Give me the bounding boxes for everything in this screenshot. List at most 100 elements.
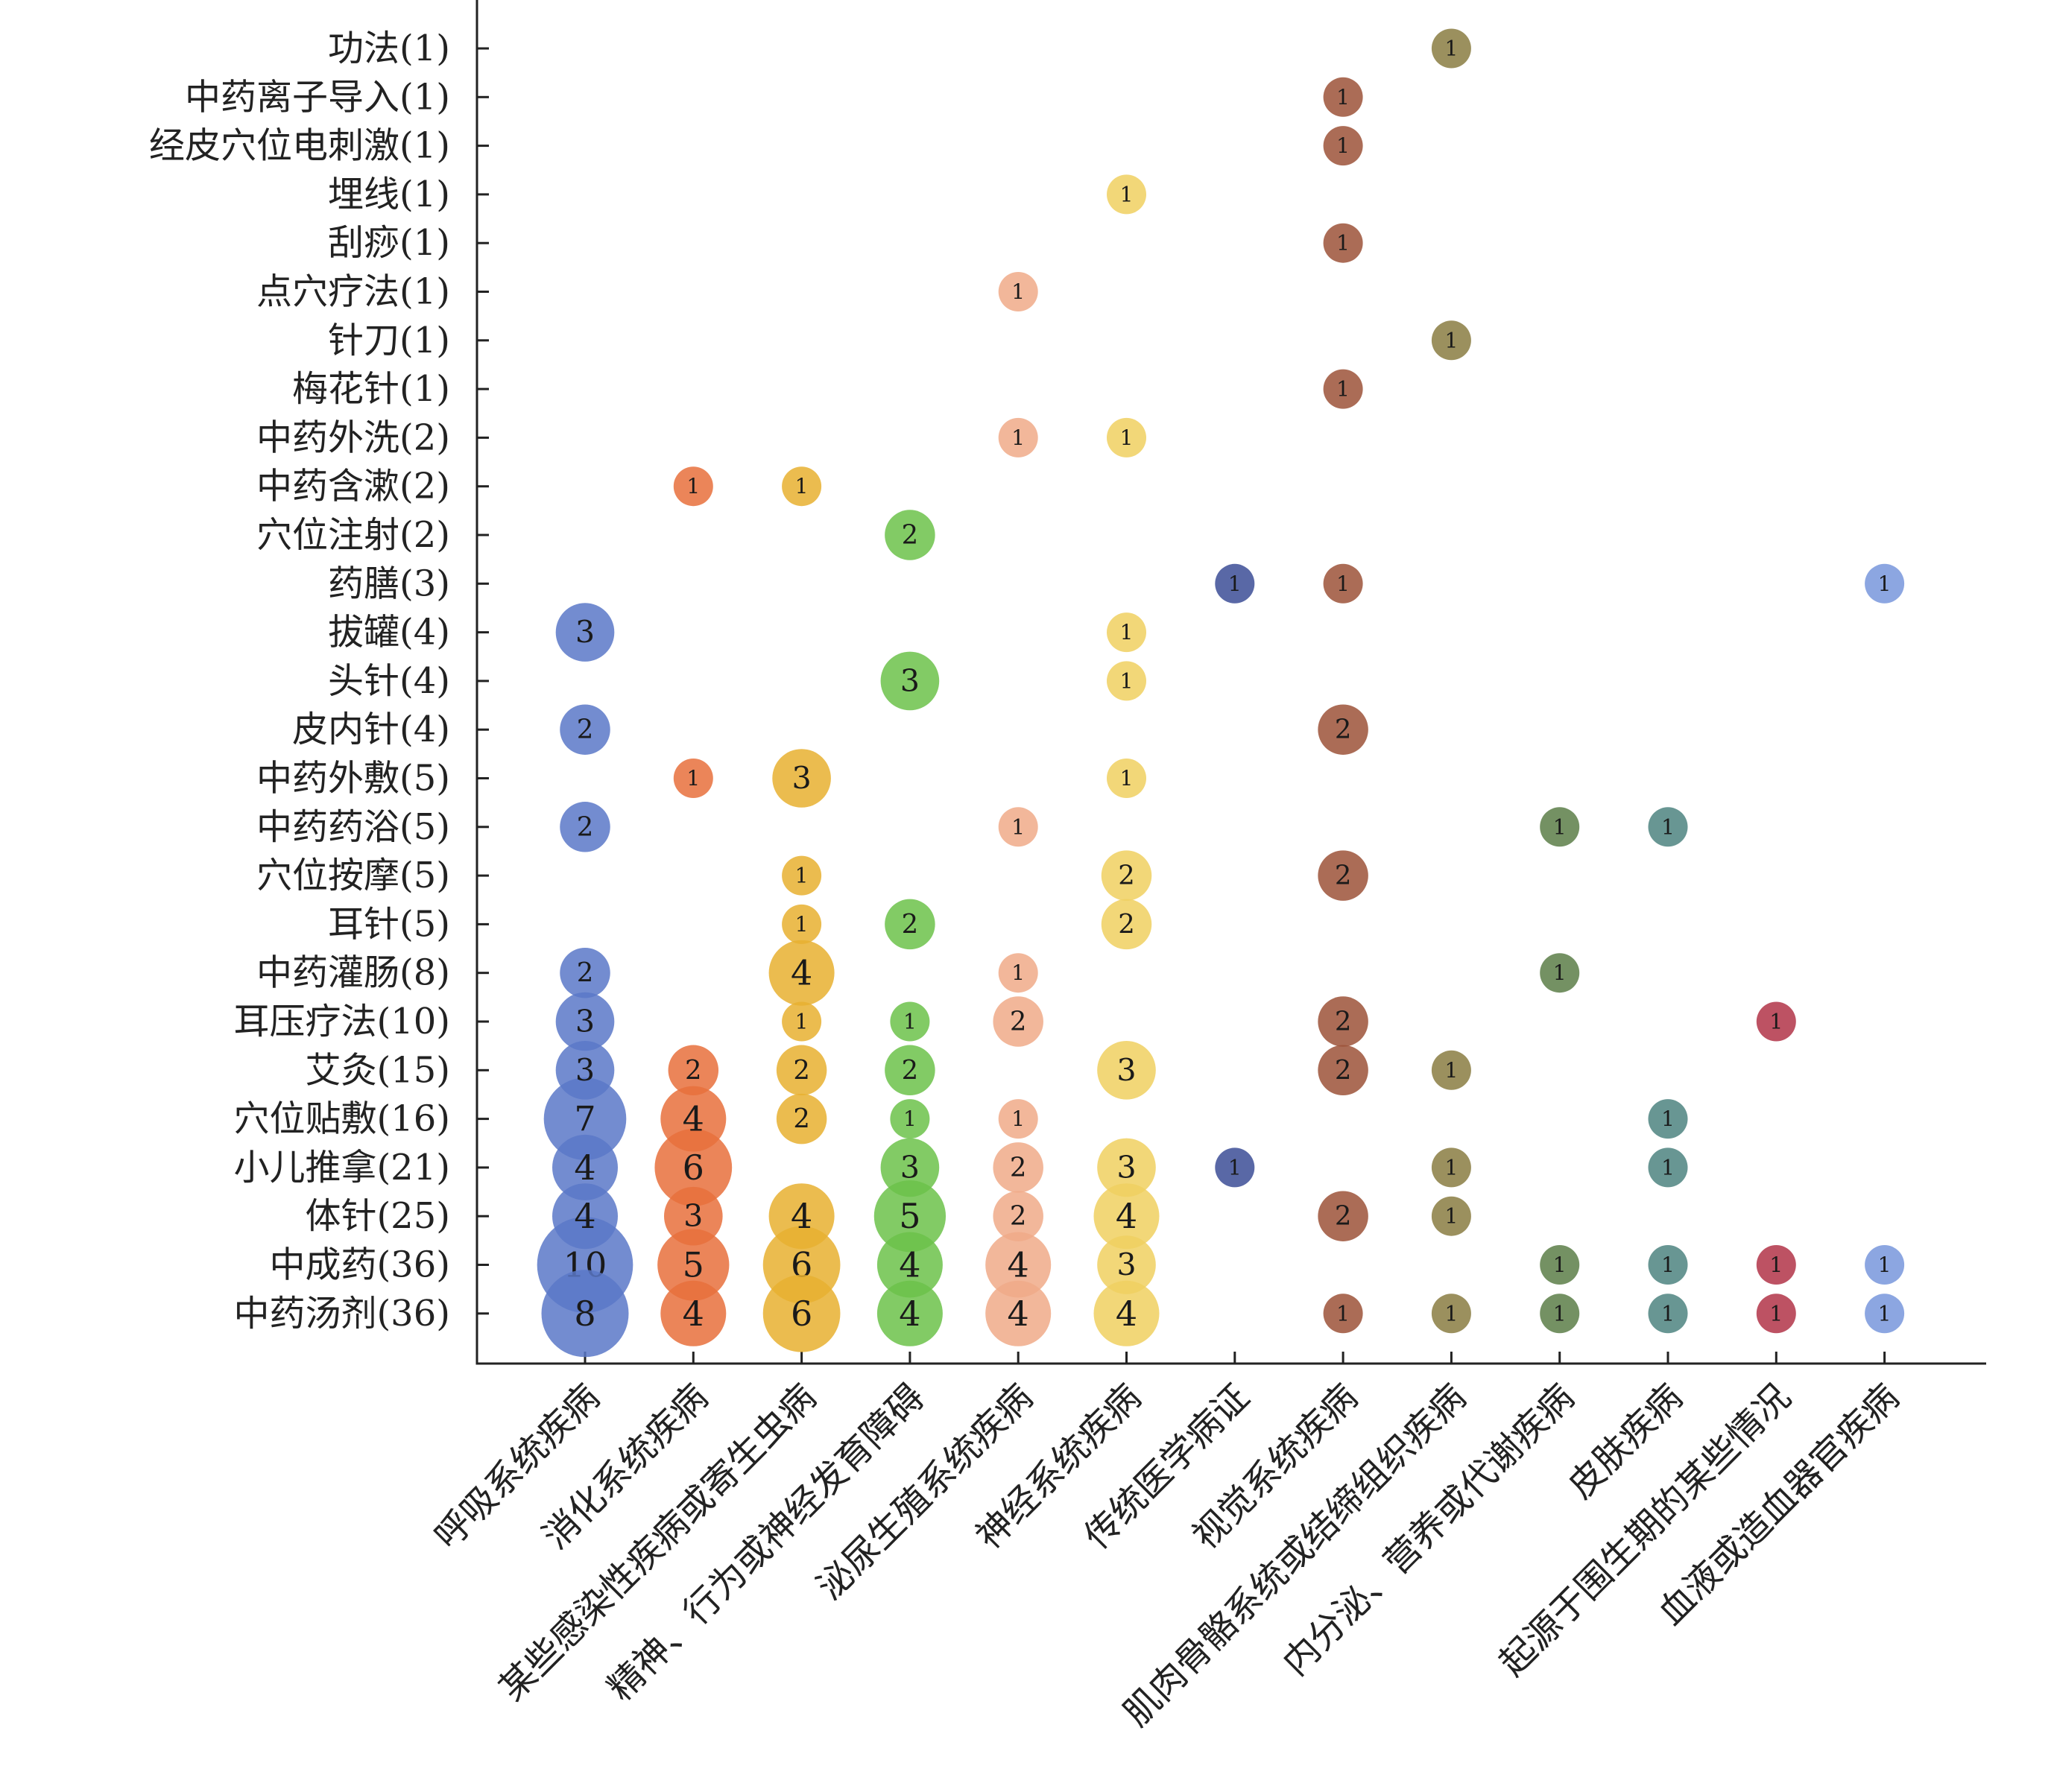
- bubble-value-label: 1: [795, 1010, 809, 1034]
- bubble-value-label: 4: [683, 1294, 704, 1334]
- bubble: [876, 1280, 943, 1346]
- bubble-value-label: 2: [685, 1055, 702, 1086]
- bubble-value-label: 1: [1120, 182, 1134, 206]
- bubble-value-label: 1: [1769, 1010, 1783, 1034]
- y-axis-ticks: [477, 47, 489, 1315]
- y-tick-label: 穴位按摩(5): [256, 855, 450, 896]
- bubble-value-label: 7: [574, 1099, 595, 1139]
- bubble: [1101, 899, 1152, 950]
- y-tick-label: 刮痧(1): [328, 222, 450, 264]
- bubble: [660, 1280, 727, 1346]
- bubble-value-label: 6: [791, 1294, 812, 1334]
- bubble-value-label: 2: [1335, 1007, 1352, 1037]
- bubble: [1865, 1245, 1905, 1285]
- y-tick-label: 点穴疗法(1): [256, 271, 450, 313]
- bubble-value-label: 3: [791, 761, 811, 797]
- bubble-value-label: 2: [1010, 1201, 1027, 1232]
- bubble-value-label: 1: [1120, 668, 1134, 693]
- bubble-value-label: 1: [1444, 328, 1458, 352]
- bubble: [660, 1086, 727, 1152]
- bubble-value-label: 1: [1878, 1301, 1892, 1326]
- bubble-value-label: 1: [1120, 425, 1134, 450]
- bubble-value-label: 1: [686, 474, 700, 498]
- bubble-value-label: 1: [1553, 960, 1567, 985]
- bubble-value-label: 4: [574, 1147, 595, 1188]
- bubble: [998, 272, 1038, 311]
- bubble-value-label: 1: [1661, 1301, 1675, 1326]
- bubble: [1097, 1040, 1156, 1100]
- bubble-value-label: 1: [1228, 572, 1242, 596]
- bubble: [1540, 807, 1580, 847]
- bubble: [885, 899, 935, 950]
- bubble-value-label: 2: [793, 1104, 810, 1134]
- bubble-value-label: 2: [1010, 1007, 1027, 1037]
- bubble: [1323, 126, 1363, 166]
- bubble-value-label: 1: [903, 1106, 917, 1131]
- bubble: [1431, 320, 1471, 361]
- bubble: [1756, 1294, 1796, 1334]
- y-tick-label: 功法(1): [328, 28, 450, 69]
- bubble: [1431, 1196, 1471, 1236]
- y-tick-label: 小儿推拿(21): [233, 1147, 450, 1188]
- x-axis-ticks: [584, 1352, 1886, 1364]
- bubble-value-label: 1: [1878, 572, 1892, 596]
- bubble: [1318, 1191, 1368, 1241]
- bubble: [1318, 850, 1368, 901]
- bubble-value-label: 3: [1116, 1150, 1136, 1185]
- bubble: [1323, 563, 1363, 604]
- bubble: [880, 1138, 940, 1197]
- y-tick-label: 体针(25): [305, 1195, 450, 1237]
- bubble-value-label: 4: [1008, 1294, 1029, 1334]
- bubble-value-label: 2: [902, 909, 919, 940]
- bubble: [782, 904, 822, 944]
- bubble-value-label: 1: [1553, 1301, 1567, 1326]
- bubble: [1318, 1045, 1368, 1096]
- bubble: [772, 749, 831, 808]
- bubble-value-label: 4: [1116, 1294, 1137, 1334]
- bubble: [1107, 661, 1146, 701]
- bubble-value-label: 3: [575, 615, 595, 650]
- y-tick-label: 针刀(1): [328, 320, 450, 361]
- bubble: [998, 807, 1038, 847]
- bubble: [1215, 563, 1255, 604]
- bubble: [1107, 759, 1146, 798]
- bubble-value-label: 4: [899, 1245, 920, 1285]
- bubble-value-label: 1: [1444, 37, 1458, 61]
- bubble: [541, 1270, 629, 1358]
- y-tick-label: 埋线(1): [328, 174, 450, 215]
- bubble: [1107, 612, 1146, 653]
- bubble: [880, 651, 940, 711]
- bubble-value-label: 1: [1336, 1301, 1350, 1326]
- bubble-value-label: 1: [1661, 1106, 1675, 1131]
- bubble-value-label: 3: [575, 1052, 595, 1088]
- bubble: [668, 1045, 719, 1096]
- bubble-value-label: 4: [1008, 1245, 1029, 1285]
- bubble-value-label: 3: [683, 1198, 703, 1234]
- bubble-value-label: 4: [683, 1099, 704, 1139]
- bubble-value-label: 1: [1878, 1253, 1892, 1277]
- plot-axes: [475, 0, 1986, 1365]
- bubble-value-label: 6: [683, 1147, 704, 1188]
- bubble-value-label: 1: [1120, 620, 1134, 645]
- y-tick-label: 艾灸(15): [305, 1049, 450, 1091]
- bubble-value-label: 2: [1335, 715, 1352, 745]
- bubble-value-label: 1: [1336, 377, 1350, 402]
- bubble-value-label: 1: [1336, 133, 1350, 158]
- bubble-value-label: 4: [899, 1294, 920, 1334]
- y-tick-label: 耳压疗法(10): [233, 1001, 450, 1042]
- bubble: [1097, 1138, 1156, 1197]
- bubble: [552, 1134, 618, 1200]
- bubble: [776, 1045, 827, 1096]
- bubble: [560, 947, 610, 998]
- y-tick-label: 中成药(36): [269, 1244, 450, 1286]
- bubble: [1648, 807, 1688, 847]
- bubble-value-label: 1: [1661, 814, 1675, 839]
- bubble: [1648, 1245, 1688, 1285]
- bubble: [876, 1232, 943, 1298]
- bubble-value-label: 4: [1116, 1196, 1137, 1236]
- bubble: [673, 466, 713, 507]
- bubble: [555, 992, 615, 1051]
- bubble-value-label: 1: [795, 474, 809, 498]
- bubble: [1648, 1099, 1688, 1139]
